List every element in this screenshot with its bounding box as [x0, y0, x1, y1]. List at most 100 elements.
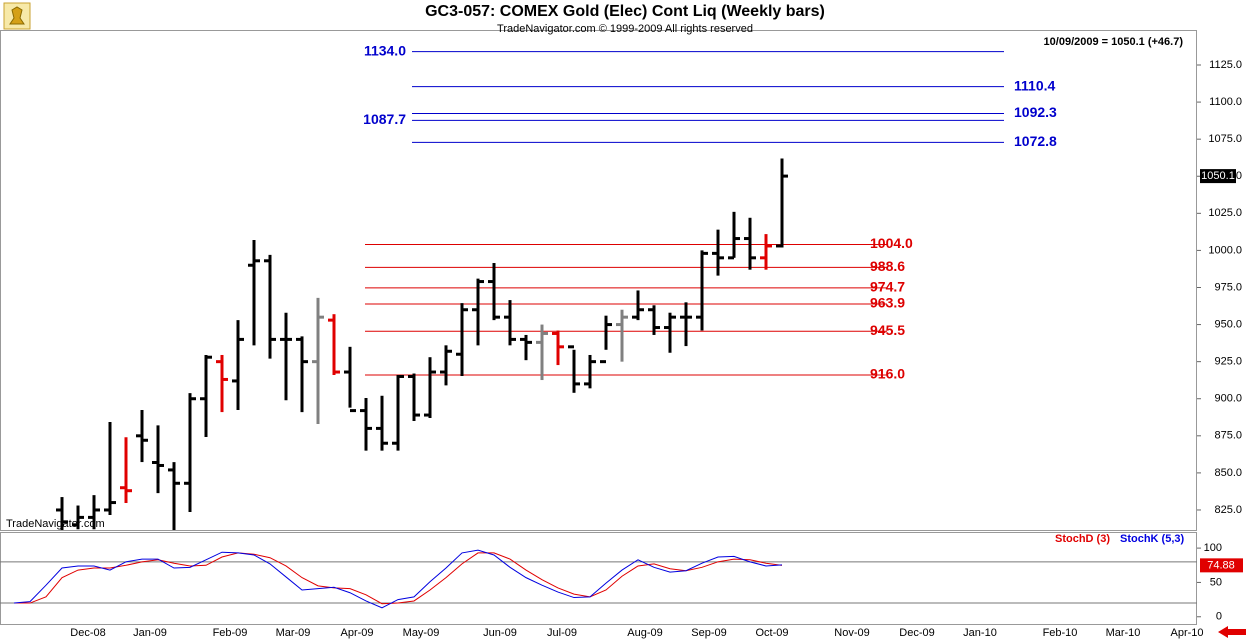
- x-tick-label: Jun-09: [483, 627, 517, 639]
- x-tick-label: Dec-09: [899, 627, 934, 639]
- x-tick-label: Apr-09: [340, 627, 373, 639]
- x-tick-label: Apr-10: [1170, 627, 1203, 639]
- y-tick-label: 1100.0: [1209, 96, 1242, 108]
- ohlc-bar: [392, 374, 404, 451]
- x-tick-label: May-09: [403, 627, 440, 639]
- ohlc-bar: [264, 254, 276, 359]
- last-value-label: 74.88: [1207, 559, 1235, 571]
- ohlc-bar: [552, 330, 564, 366]
- last-value-label: 1050.1: [1201, 170, 1235, 182]
- ohlc-bar: [72, 505, 84, 530]
- y-tick-label: 100: [1204, 542, 1222, 554]
- chart-subtitle: TradeNavigator.com © 1999-2009 All right…: [497, 23, 753, 35]
- legend-entry: StochD (3): [1055, 533, 1110, 545]
- legend-entry: StochK (5,3): [1120, 533, 1185, 545]
- ohlc-bar: [600, 315, 612, 364]
- x-tick-label: Jan-10: [963, 627, 997, 639]
- x-tick-label: Sep-09: [691, 627, 726, 639]
- ohlc-bar: [664, 312, 676, 353]
- ohlc-bar: [536, 324, 548, 381]
- y-tick-label: 0: [1216, 611, 1222, 623]
- ohlc-bar: [88, 495, 100, 530]
- ohlc-bar: [760, 234, 772, 270]
- ohlc-bar: [280, 312, 292, 401]
- ohlc-bar: [136, 410, 148, 463]
- ohlc-bar: [504, 300, 516, 346]
- ohlc-bar: [360, 397, 372, 451]
- last-value-box: [1200, 558, 1243, 573]
- ohlc-bar: [456, 303, 468, 377]
- level-label: 963.9: [870, 295, 905, 311]
- y-tick-label: 875.0: [1214, 430, 1242, 442]
- level-label: 1134.0: [364, 42, 406, 58]
- x-tick-label: Jan-09: [133, 627, 167, 639]
- ohlc-bar: [472, 278, 484, 346]
- ohlc-bar: [312, 297, 324, 424]
- level-label: 945.5: [870, 322, 905, 338]
- y-tick-label: 975.0: [1214, 281, 1242, 293]
- price-bars: [56, 51, 1004, 530]
- ohlc-bar: [712, 229, 724, 276]
- watermark: TradeNavigator.com: [6, 518, 105, 530]
- ohlc-bar: [104, 422, 116, 516]
- y-tick-label: 1075.0: [1208, 133, 1242, 145]
- stoch-line: [13, 549, 783, 609]
- ohlc-bar: [568, 345, 580, 393]
- ohlc-bar: [232, 320, 244, 411]
- chart-title: GC3-057: COMEX Gold (Elec) Cont Liq (Wee…: [425, 3, 825, 20]
- x-tick-label: Jul-09: [547, 627, 577, 639]
- app-icon: [3, 2, 31, 30]
- ohlc-bar: [488, 263, 500, 321]
- main-panel-frame: [0, 30, 1197, 531]
- ohlc-bar: [440, 345, 452, 386]
- ohlc-bar: [648, 305, 660, 335]
- x-tick-label: Aug-09: [627, 627, 662, 639]
- ohlc-bar: [120, 437, 132, 504]
- ohlc-bar: [216, 354, 228, 413]
- ohlc-bar: [376, 395, 388, 451]
- x-tick-label: Mar-10: [1106, 627, 1141, 639]
- x-tick-label: Mar-09: [276, 627, 311, 639]
- y-tick-label: 950.0: [1214, 318, 1242, 330]
- level-label: 1092.3: [1014, 104, 1057, 120]
- y-tick-label: 850.0: [1214, 467, 1242, 479]
- y-tick-label: 50: [1210, 576, 1222, 588]
- ohlc-bar: [616, 309, 628, 362]
- x-tick-label: Nov-09: [834, 627, 869, 639]
- ohlc-bar: [584, 354, 596, 389]
- ohlc-bar: [56, 497, 68, 530]
- ohlc-bar: [184, 393, 196, 513]
- y-tick-label: 925.0: [1214, 356, 1242, 368]
- y-tick-label: 1000.0: [1208, 244, 1242, 256]
- stoch-line: [14, 552, 783, 605]
- y-tick-label: 1125.0: [1209, 59, 1242, 71]
- ohlc-bar: [520, 334, 532, 361]
- ohlc-bar: [424, 357, 436, 419]
- x-tick-label: Feb-10: [1043, 627, 1078, 639]
- ohlc-bar: [200, 354, 212, 438]
- ohlc-bar: [152, 425, 164, 494]
- last-value-box: [1200, 169, 1236, 184]
- price-annotation: 10/09/2009 = 1050.1 (+46.7): [1044, 36, 1184, 48]
- level-label: 1087.7: [363, 111, 406, 127]
- level-label: 988.6: [870, 258, 905, 274]
- ohlc-bar: [408, 373, 420, 421]
- ohlc-bar: [296, 336, 308, 413]
- level-label: 1110.4: [1014, 77, 1055, 93]
- ohlc-bar: [328, 314, 340, 376]
- ohlc-bar: [680, 302, 692, 347]
- y-tick-label: 825.0: [1214, 504, 1242, 516]
- stoch-panel-frame: [0, 532, 1197, 625]
- x-tick-label: Dec-08: [70, 627, 105, 639]
- x-tick-label: Feb-09: [213, 627, 248, 639]
- ohlc-bar: [744, 217, 756, 270]
- scroll-arrow[interactable]: [1218, 626, 1246, 638]
- ohlc-bar: [248, 240, 260, 346]
- level-label: 974.7: [870, 279, 905, 295]
- ohlc-bar: [776, 158, 788, 248]
- y-tick-label: 900.0: [1214, 393, 1242, 405]
- ohlc-bar: [344, 346, 356, 413]
- ohlc-bar: [728, 211, 740, 260]
- level-label: 1072.8: [1014, 133, 1057, 149]
